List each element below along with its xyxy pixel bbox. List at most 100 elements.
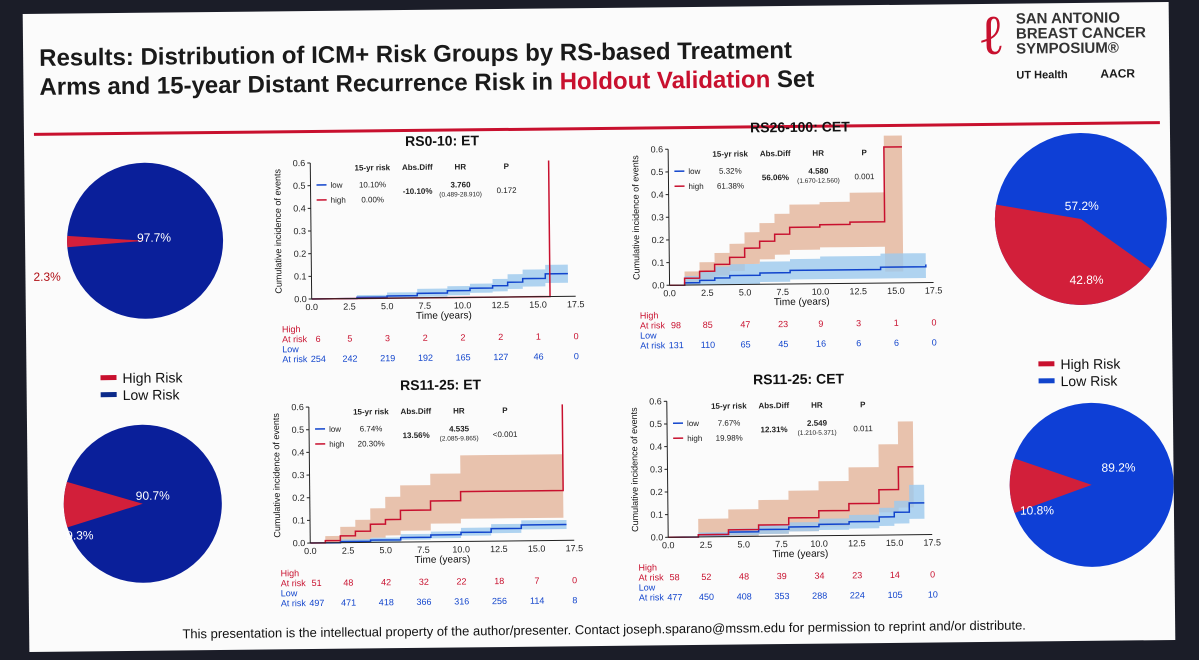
p-value: 0.011 <box>853 424 873 433</box>
at-risk-high-count: 0 <box>574 331 579 341</box>
y-tick-label: 0.3 <box>651 212 664 222</box>
pie-chart-3 <box>63 424 222 583</box>
low-ci-band <box>669 250 926 286</box>
high-15yr-risk: 61.38% <box>717 181 744 190</box>
pie2-high-label: 42.8% <box>1069 272 1104 288</box>
pie1-high-label: 2.3% <box>33 269 61 284</box>
low-15yr-risk: 10.10% <box>359 180 386 189</box>
stats-header: Abs.Diff <box>400 407 431 416</box>
x-tick-label: 2.5 <box>343 302 356 312</box>
at-risk-low-count: 254 <box>311 354 326 364</box>
hazard-ratio: 3.760 <box>450 180 471 189</box>
at-risk-high-count: 42 <box>381 577 391 587</box>
at-risk-low-count: 65 <box>741 339 751 349</box>
y-tick-label: 0.5 <box>291 425 304 435</box>
at-risk-low-count: 366 <box>416 597 431 607</box>
at-risk-high-caption: At risk <box>640 320 666 330</box>
at-risk-high-count: 22 <box>456 576 466 586</box>
y-axis-label: Cumulative incidence of events <box>271 413 282 538</box>
y-tick-label: 0.0 <box>294 294 307 304</box>
x-tick-label: 17.5 <box>925 285 943 295</box>
pie4-high-label: 10.8% <box>1019 503 1055 518</box>
abs-diff: 13.56% <box>403 431 430 440</box>
y-tick-label: 0.1 <box>650 510 663 520</box>
at-risk-low-count: 353 <box>774 591 789 601</box>
high-ci-band <box>310 454 564 544</box>
high-key-label: high <box>688 182 703 191</box>
at-risk-low-count: 418 <box>379 597 394 607</box>
pie-slice-high <box>1009 458 1092 513</box>
title-part-2: Arms and 15-year Distant Recurrence Risk… <box>39 68 560 101</box>
at-risk-high-count: 18 <box>494 576 504 586</box>
at-risk-high-count: 58 <box>670 572 680 582</box>
y-tick-label: 0.6 <box>293 158 306 168</box>
legend-low: Low Risk <box>100 385 183 403</box>
km-chart-rs11-25-cet: RS11-25: CET 0.0 0.1 0.2 0.3 0.4 0.5 0.6 0.0 2.5 5… <box>629 370 941 602</box>
x-axis-label: Time (years) <box>415 554 471 566</box>
at-risk-low-count: 408 <box>737 591 752 601</box>
chart-title: RS0-10: ET <box>405 132 480 149</box>
y-tick-label: 0.4 <box>650 442 663 452</box>
at-risk-low-count: 16 <box>816 339 826 349</box>
at-risk-low-count: 224 <box>850 590 865 600</box>
at-risk-low-count: 127 <box>493 352 508 362</box>
p-value: 0.172 <box>497 186 518 195</box>
y-tick-label: 0.1 <box>292 515 305 525</box>
high-key-label: high <box>329 440 344 449</box>
hazard-ratio: 4.535 <box>449 424 470 433</box>
y-tick-label: 0.3 <box>293 226 306 236</box>
at-risk-high-count: 32 <box>419 577 429 587</box>
y-tick-label: 0.2 <box>650 487 663 497</box>
x-tick-label: 10.0 <box>812 287 830 297</box>
at-risk-high-count: 9 <box>818 319 823 329</box>
at-risk-low-caption: At risk <box>282 354 308 364</box>
pie-slice-low <box>63 424 222 583</box>
x-tick-label: 17.5 <box>923 537 941 547</box>
y-tick-label: 0.4 <box>651 190 664 200</box>
at-risk-low-count: 477 <box>667 592 682 602</box>
stats-header: P <box>861 148 867 157</box>
chart-title: RS26-100: CET <box>750 118 850 135</box>
aacr-logo: AACR <box>1100 66 1136 81</box>
high-swatch <box>100 375 117 381</box>
km-chart-rs26-100-cet: RS26-100: CET 0.0 0.1 0.2 0.3 0.4 0.5 0.6 0.0 2.5… <box>630 118 943 350</box>
x-tick-label: 15.0 <box>528 544 546 554</box>
x-tick-label: 7.5 <box>419 301 432 311</box>
at-risk-high-label: High <box>282 324 301 334</box>
x-tick-label: 0.0 <box>662 540 675 550</box>
y-tick-label: 0.5 <box>651 167 664 177</box>
at-risk-low-caption: At risk <box>640 340 666 350</box>
legend-low: Low Risk <box>1038 372 1120 390</box>
high-15yr-risk: 0.00% <box>361 195 384 204</box>
high-ci-band <box>668 421 914 538</box>
stats-header: 15-yr risk <box>353 407 389 416</box>
at-risk-low-count: 0 <box>932 337 937 347</box>
x-tick-label: 7.5 <box>417 545 430 555</box>
legend-low-label: Low Risk <box>122 385 180 403</box>
stats-header: Abs.Diff <box>760 149 791 158</box>
high-key-label: high <box>687 434 702 443</box>
high-key-label: high <box>331 196 346 205</box>
y-axis-label: Cumulative incidence of events <box>630 155 641 280</box>
x-tick-label: 15.0 <box>529 300 547 310</box>
at-risk-high-count: 2 <box>460 332 465 342</box>
at-risk-high-count: 3 <box>856 318 861 328</box>
at-risk-low-count: 288 <box>812 591 827 601</box>
at-risk-high-count: 98 <box>671 320 681 330</box>
stats-header: 15-yr risk <box>354 163 390 172</box>
y-tick-label: 0.4 <box>292 447 305 457</box>
x-tick-label: 0.0 <box>304 546 317 556</box>
x-tick-label: 2.5 <box>701 288 714 298</box>
y-tick-label: 0.0 <box>651 532 664 542</box>
x-tick-label: 5.0 <box>381 301 394 311</box>
x-tick-label: 17.5 <box>567 299 585 309</box>
y-axis-label: Cumulative incidence of events <box>272 169 283 294</box>
abs-diff: 56.06% <box>762 173 789 182</box>
at-risk-low-count: 242 <box>342 354 357 364</box>
stats-header: HR <box>812 149 824 158</box>
x-tick-label: 10.0 <box>452 544 470 554</box>
pie-chart-4 <box>1009 402 1174 567</box>
y-tick-label: 0.1 <box>294 271 307 281</box>
at-risk-high-count: 48 <box>739 571 749 581</box>
x-axis <box>669 281 934 286</box>
